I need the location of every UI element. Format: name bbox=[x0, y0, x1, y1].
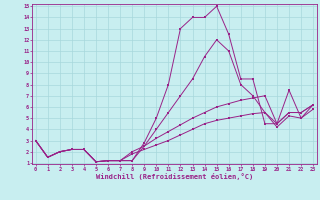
X-axis label: Windchill (Refroidissement éolien,°C): Windchill (Refroidissement éolien,°C) bbox=[96, 173, 253, 180]
